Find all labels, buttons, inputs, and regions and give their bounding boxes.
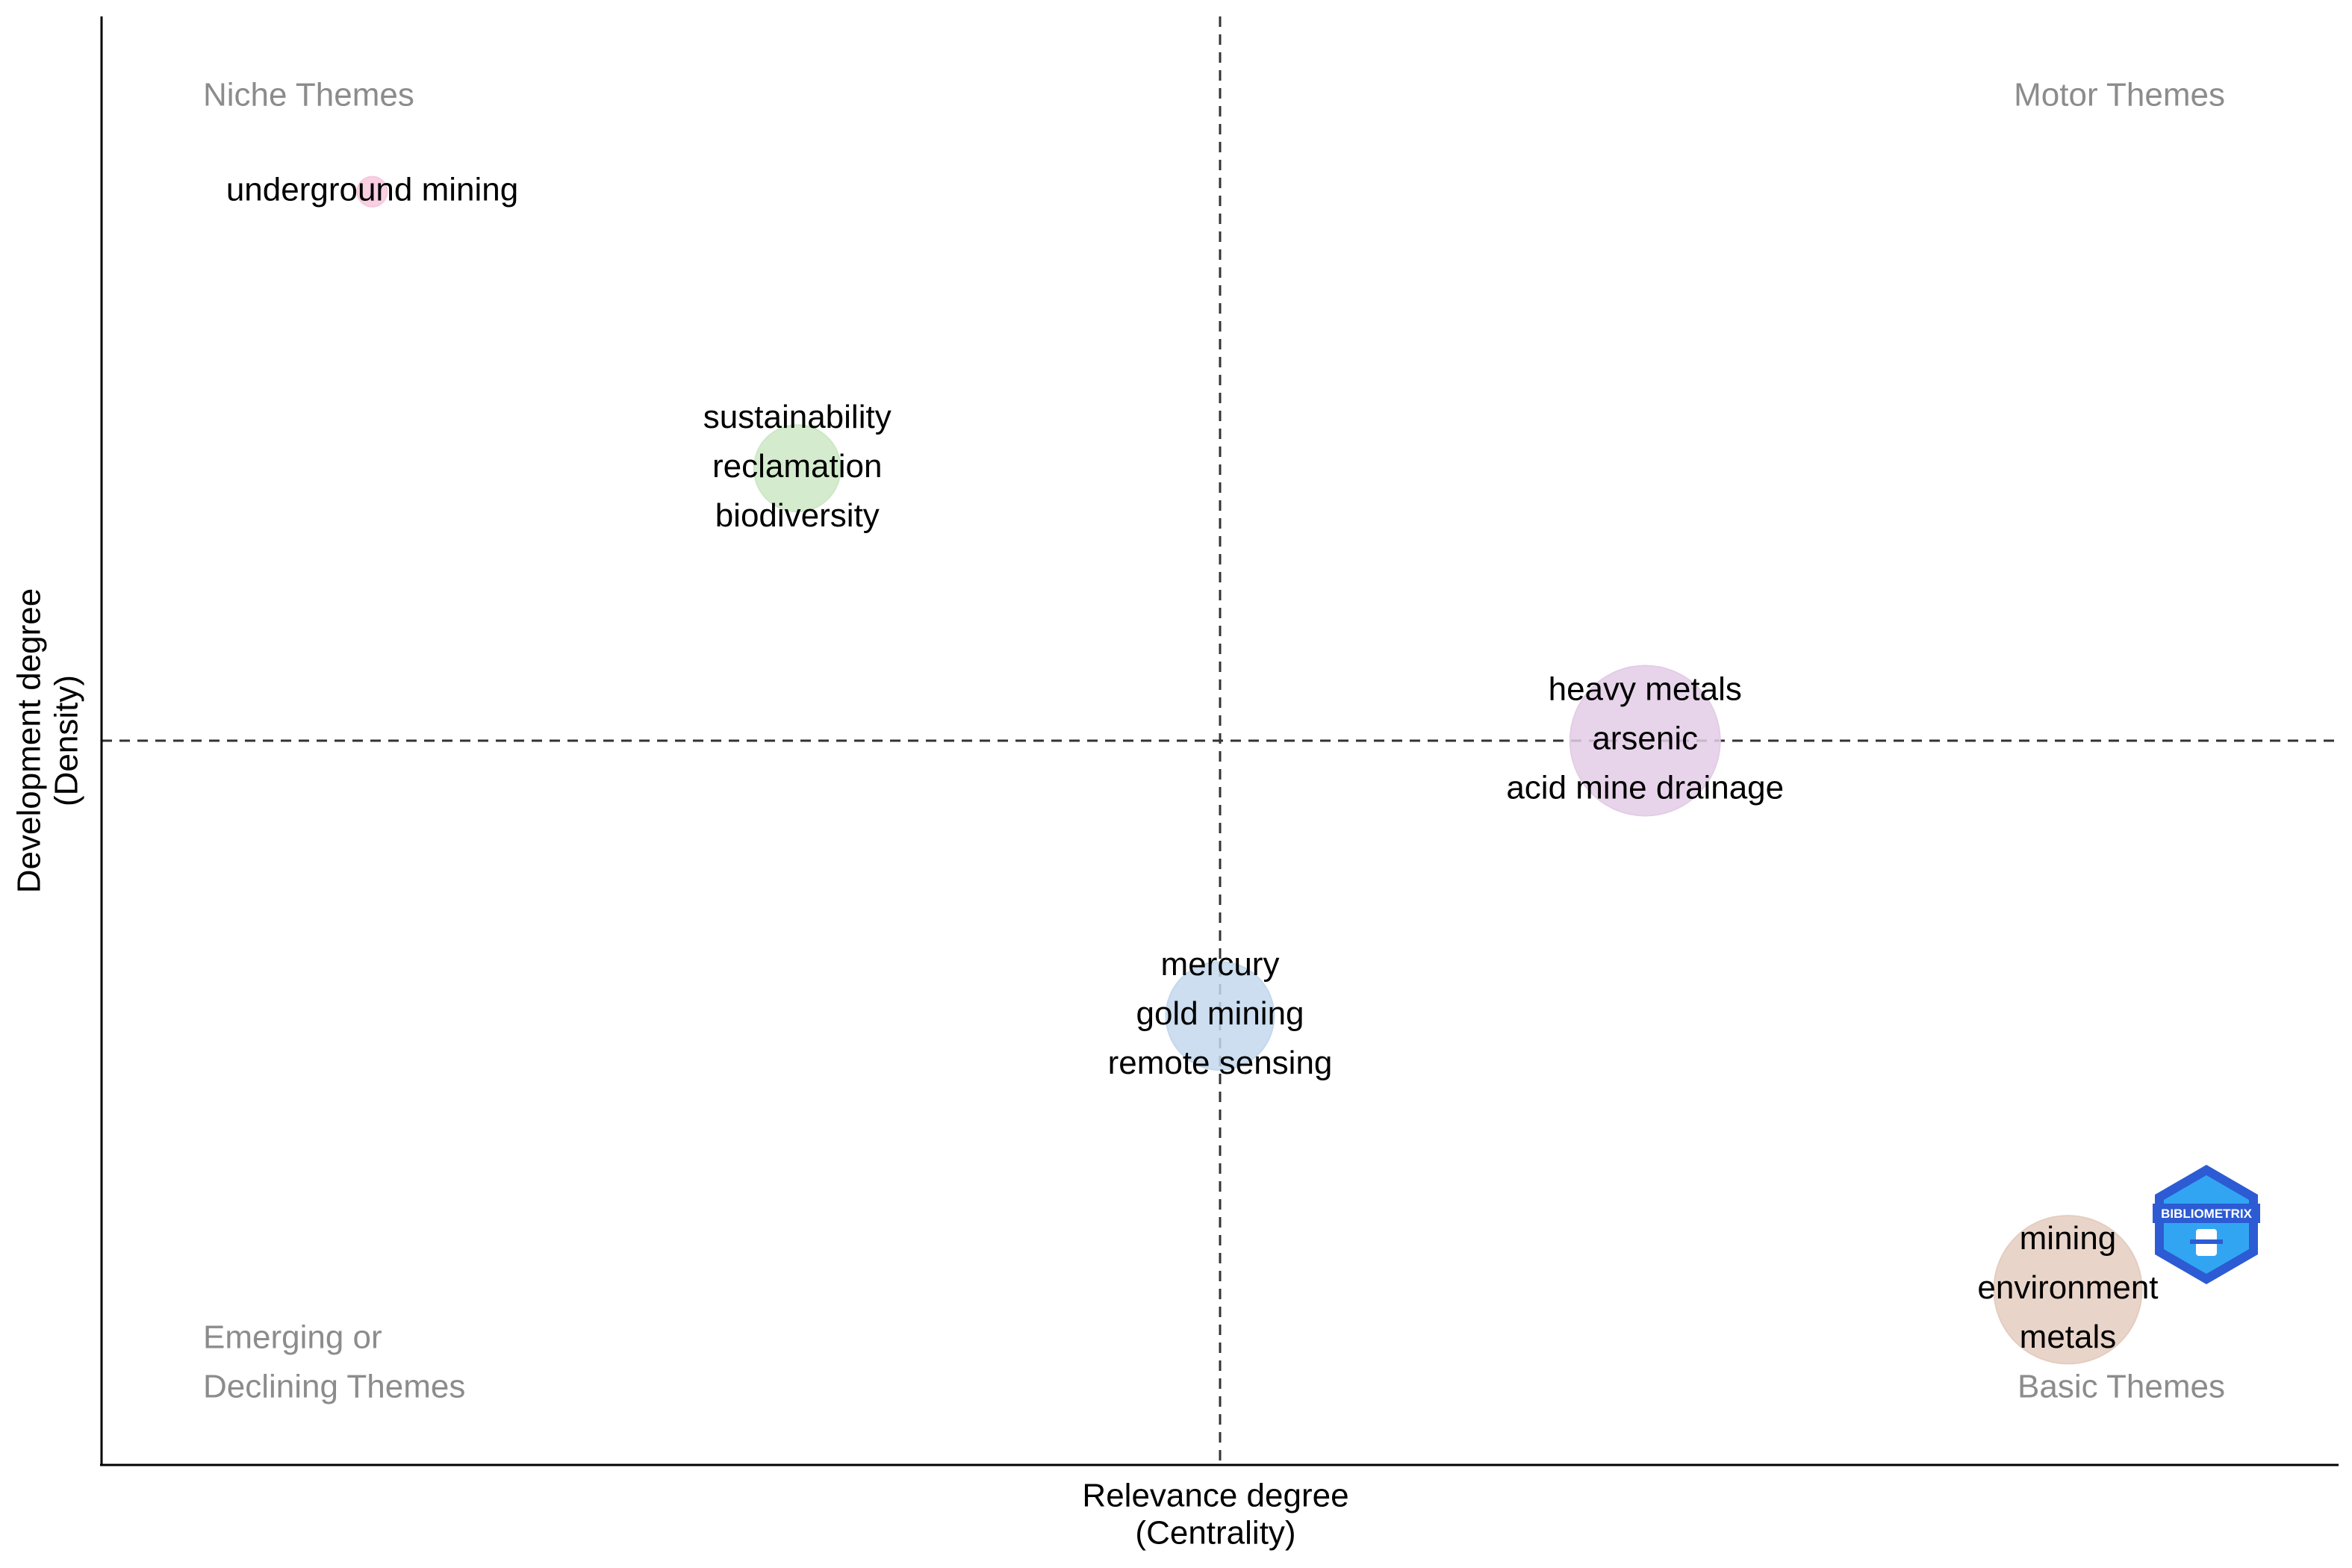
cluster-label: metals <box>2020 1319 2117 1355</box>
cluster-bubble <box>356 175 388 208</box>
y-axis-title: Development degree <box>11 588 48 893</box>
cluster-label: remote sensing <box>1108 1045 1333 1081</box>
axis-titles: Relevance degree(Centrality) Development … <box>11 588 1349 1552</box>
logo-figure-bar <box>2190 1239 2223 1244</box>
cluster-label: biodiversity <box>715 497 880 534</box>
quadrant-labels: Niche Themes Motor Themes Emerging or Decli… <box>203 77 2225 1405</box>
theme-cluster: sustainability reclamation biodiversity <box>703 399 892 534</box>
cluster-bubble <box>1993 1215 2143 1365</box>
logo-text: BIBLIOMETRIX <box>2161 1207 2252 1221</box>
theme-cluster: heavy metals arsenic acid mine drainage <box>1506 665 1784 817</box>
cluster-bubble <box>1569 665 1721 817</box>
theme-cluster: underground mining <box>226 171 518 208</box>
quadrant-label-motor: Motor Themes <box>2014 77 2225 113</box>
cluster-label: mining <box>2020 1220 2117 1257</box>
quadrant-label-emerging: Emerging or <box>203 1319 382 1356</box>
reference-lines <box>102 16 2339 1465</box>
theme-cluster: mercury gold mining remote sensing <box>1108 946 1333 1081</box>
x-axis-title: Relevance degree <box>1082 1478 1348 1514</box>
cluster-bubble <box>1165 961 1275 1071</box>
quadrant-label-emerging: Declining Themes <box>203 1369 465 1405</box>
cluster-label: heavy metals <box>1549 671 1742 708</box>
bibliometrix-logo: BIBLIOMETRIX <box>2153 1165 2260 1284</box>
cluster-label: sustainability <box>703 399 892 435</box>
y-axis-title: (Density) <box>49 675 85 806</box>
theme-cluster: mining environment metals <box>1977 1215 2159 1365</box>
cluster-label: environment <box>1977 1269 2158 1306</box>
cluster-label: gold mining <box>1136 995 1304 1032</box>
cluster-label: underground mining <box>226 171 518 208</box>
cluster-label: mercury <box>1161 946 1280 983</box>
quadrant-label-niche: Niche Themes <box>203 77 414 113</box>
cluster-label: reclamation <box>712 448 882 485</box>
cluster-bubble <box>753 424 841 513</box>
logo-banner <box>2153 1204 2260 1223</box>
logo-hex-inner <box>2164 1175 2249 1274</box>
x-axis-title: (Centrality) <box>1135 1515 1295 1552</box>
axes <box>100 16 2339 1466</box>
data-points: underground mining sustainability reclamat… <box>226 171 2159 1365</box>
cluster-label: acid mine drainage <box>1506 770 1784 806</box>
cluster-label: arsenic <box>1592 721 1698 757</box>
quadrant-label-basic: Basic Themes <box>2017 1369 2225 1405</box>
